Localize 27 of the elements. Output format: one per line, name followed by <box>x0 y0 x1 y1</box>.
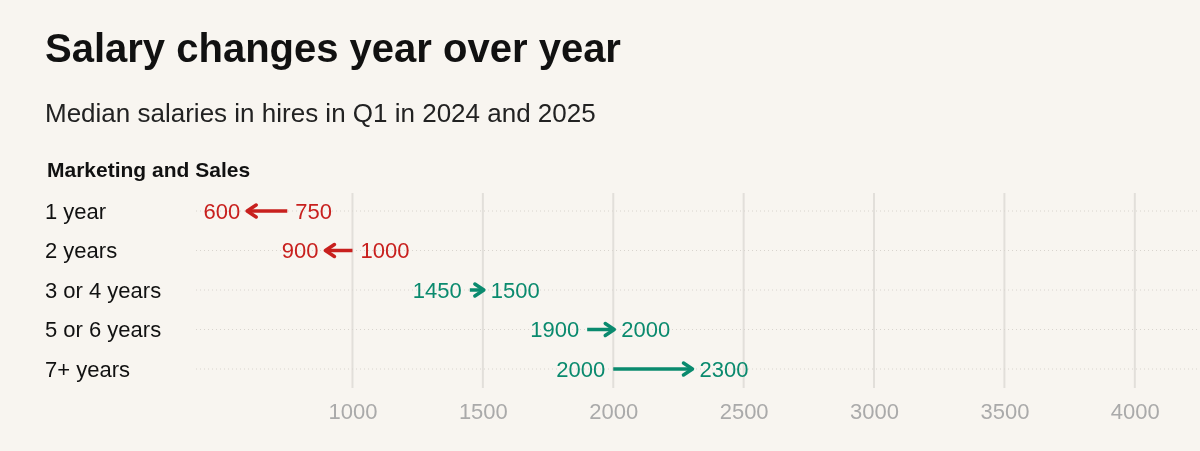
bar <box>613 367 692 371</box>
annotation: 1500 <box>490 277 540 303</box>
bar <box>248 209 288 213</box>
chart-subtitle: Median salaries in hires in Q1 in 2024 and 2025 <box>45 98 596 128</box>
y-tick-label: 1 year <box>45 198 107 224</box>
annotation: 2300 <box>699 356 749 382</box>
annotation: 2000 <box>556 356 606 382</box>
annotation: 600 <box>203 198 241 224</box>
x-tick-label: 2500 <box>719 398 769 424</box>
chart-title: Salary changes year over year <box>45 26 621 70</box>
x-tick-label: 4000 <box>1110 398 1160 424</box>
annotation: 1450 <box>412 277 462 303</box>
y-axis-title: Marketing and Sales <box>47 158 251 181</box>
x-tick-label: 1500 <box>458 398 508 424</box>
annotation: 750 <box>295 198 332 224</box>
annotation: 900 <box>281 238 319 264</box>
x-tick-label: 3500 <box>980 398 1030 424</box>
y-tick-label: 3 or 4 years <box>45 277 162 303</box>
annotation: 1000 <box>360 238 410 264</box>
annotation: 1900 <box>530 317 580 343</box>
y-tick-label: 7+ years <box>45 356 130 382</box>
x-tick-label: 2000 <box>589 398 639 424</box>
y-tick-label: 2 years <box>45 238 118 264</box>
x-tick-label: 3000 <box>850 398 899 424</box>
x-tick-label: 1000 <box>328 398 378 424</box>
y-tick-label: 5 or 6 years <box>45 317 162 343</box>
annotation: 2000 <box>621 317 671 343</box>
